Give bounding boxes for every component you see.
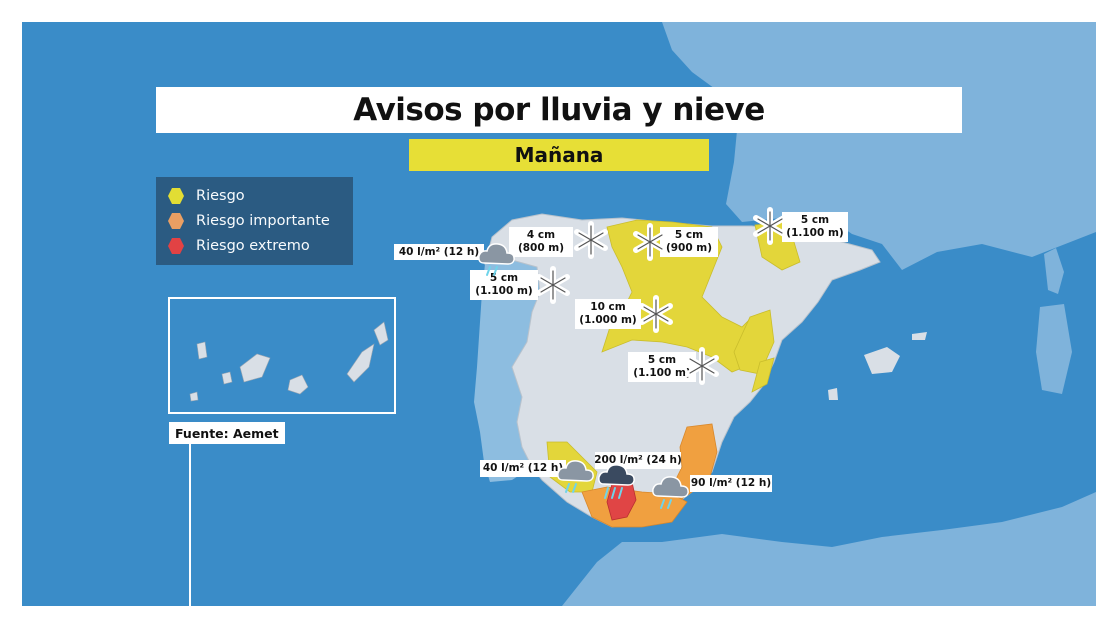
source-label-box: Fuente: Aemet — [169, 422, 285, 444]
warning-amount: 5 cm — [647, 354, 677, 366]
warning-label-snow-iberian: 10 cm (1.000 m) — [575, 299, 641, 329]
snowflake-icon — [633, 223, 667, 261]
page-title: Avisos por lluvia y nieve — [353, 92, 765, 128]
warning-label-snow-cantabrian-west: 4 cm (800 m) — [509, 227, 573, 257]
legend-label: Riesgo — [196, 188, 245, 204]
legend-label: Riesgo extremo — [196, 238, 310, 254]
warning-altitude: (1.100 m) — [633, 367, 691, 379]
subtitle: Mañana — [514, 143, 604, 167]
legend-item-riesgo-extremo: Riesgo extremo — [168, 235, 310, 257]
warning-amount: 5 cm — [674, 229, 704, 241]
divider-line — [189, 444, 191, 606]
snowflake-icon — [753, 207, 787, 245]
warning-altitude: (1.100 m) — [475, 285, 533, 297]
mallorca-land — [864, 347, 900, 374]
warning-label-snow-cantabrian-center: 5 cm (900 m) — [660, 227, 718, 257]
warning-altitude: (800 m) — [517, 242, 565, 254]
snowflake-icon — [536, 266, 570, 304]
warning-altitude: (900 m) — [665, 242, 713, 254]
warning-amount: 4 cm — [526, 229, 556, 241]
legend-item-riesgo-importante: Riesgo importante — [168, 210, 330, 232]
warning-label-rain-granada: 90 l/m² (12 h) — [690, 475, 772, 492]
warning-label-snow-central: 5 cm (1.100 m) — [628, 352, 696, 382]
canary-islands — [189, 321, 389, 402]
subtitle-box: Mañana — [409, 139, 709, 171]
warning-amount: 200 l/m² (24 h) — [594, 454, 682, 466]
rain-cloud-icon — [652, 476, 689, 509]
rain-cloud-icon — [478, 243, 515, 276]
corsica-land — [1044, 248, 1064, 294]
warning-label-snow-pyrenees-west: 5 cm (1.100 m) — [782, 212, 848, 242]
storm-cloud-icon — [598, 464, 635, 499]
hexagon-icon — [168, 213, 184, 229]
legend-item-riesgo: Riesgo — [168, 185, 245, 207]
risk-zones — [546, 219, 801, 493]
warning-altitude: (1.100 m) — [786, 227, 844, 239]
snowflake-icon — [685, 347, 719, 385]
snowflake-icon — [639, 295, 673, 333]
sardinia-land — [1036, 304, 1072, 394]
hexagon-icon — [168, 238, 184, 254]
warning-amount: 10 cm — [590, 301, 626, 313]
africa-land — [562, 492, 1096, 606]
warning-amount: 90 l/m² (12 h) — [690, 477, 772, 489]
warning-amount: 5 cm — [489, 272, 519, 284]
warning-altitude: (1.000 m) — [579, 314, 637, 326]
hexagon-icon — [168, 188, 184, 204]
warning-amount: 5 cm — [800, 214, 830, 226]
warning-label-rain-huelva: 40 l/m² (12 h) — [480, 460, 566, 477]
legend-label: Riesgo importante — [196, 213, 330, 229]
canary-islands-frame — [168, 297, 396, 414]
menorca-land — [912, 332, 927, 340]
snowflake-icon — [574, 221, 608, 259]
rain-cloud-icon — [557, 460, 594, 493]
warning-label-rain-galicia: 40 l/m² (12 h) — [394, 244, 484, 260]
map-stage: Avisos por lluvia y nieve Mañana Riesgo … — [22, 22, 1096, 606]
legend: Riesgo Riesgo importante Riesgo extremo — [156, 177, 353, 265]
ibiza-land — [828, 388, 838, 400]
warning-amount: 40 l/m² (12 h) — [482, 462, 564, 474]
source-label: Fuente: Aemet — [175, 425, 279, 441]
title-box: Avisos por lluvia y nieve — [156, 87, 962, 133]
portugal-land — [474, 260, 540, 482]
warning-label-snow-galicia: 5 cm (1.100 m) — [470, 270, 538, 300]
warning-amount: 40 l/m² (12 h) — [398, 245, 480, 258]
